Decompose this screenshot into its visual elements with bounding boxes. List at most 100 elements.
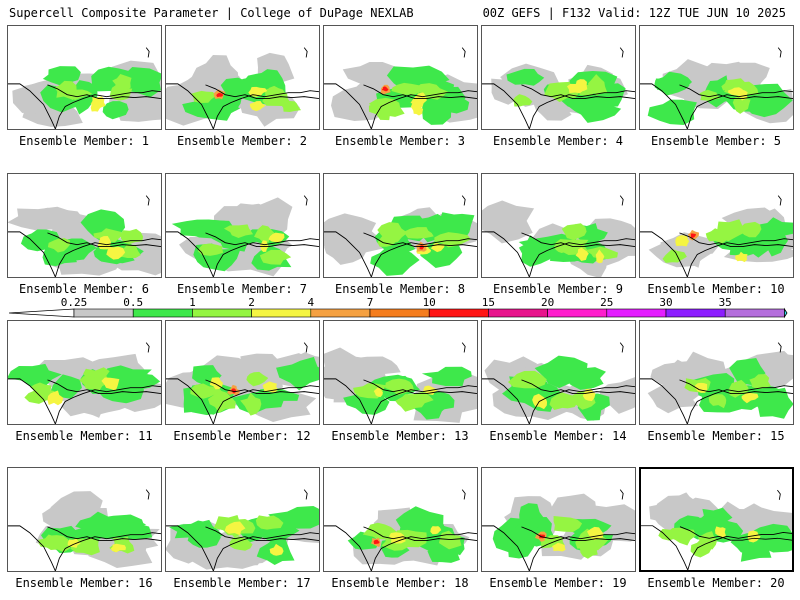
scp-contour-grey [649,492,702,534]
scp-contour-green [42,66,81,86]
scp-contour-lime [368,99,394,121]
ensemble-panel-map[interactable] [7,173,162,278]
coastline [324,83,477,129]
scp-contour-green [748,523,792,553]
scp-contour-green [567,94,622,123]
scp-contour-yellow [715,526,726,539]
lake-outline [303,489,308,500]
scp-contour-lime [240,392,262,416]
scale-color-bin [665,308,726,318]
scp-contour-yellow [268,232,285,243]
scp-contour-lime [229,536,253,551]
border-line [363,526,477,542]
scp-field-map [8,489,161,571]
ensemble-panel-map[interactable] [7,25,162,130]
scp-contour-yellow [582,388,596,402]
scp-contour-grey [748,353,793,382]
coastline [166,83,319,129]
coastline [324,525,477,571]
scp-contour-grey [324,347,374,389]
ensemble-panel-map[interactable] [481,25,636,130]
ensemble-panel-map[interactable] [323,320,478,425]
lake-outline [619,195,624,206]
ensemble-panel-map[interactable] [165,467,320,572]
scale-low-arrow [9,308,75,318]
scp-contour-lime [259,249,292,265]
border-line [47,84,161,100]
scp-contour-yellow [97,235,112,250]
ensemble-member-label: Ensemble Member: 3 [334,134,466,148]
scp-contour-lime [580,542,599,559]
scp-contour-yellow [106,246,126,260]
run-info: 00Z GEFS | F132 Valid: 12Z TUE JUN 10 20… [482,6,786,20]
scale-tick-label: 30 [659,296,673,309]
ensemble-panel-map[interactable] [481,467,636,572]
scp-contour-lime [190,383,222,399]
lake-outline [145,489,150,500]
scp-contour-red [381,86,389,92]
scp-field-map [8,195,161,277]
scp-contour-yellow [728,87,744,96]
ensemble-panel-map[interactable] [639,173,794,278]
scp-field-map [640,342,793,424]
scale-tick-label: 35 [718,296,732,309]
ensemble-panel-map[interactable] [481,173,636,278]
lake-outline [619,489,624,500]
scale-high-arrow [784,307,788,319]
scp-contour-lime [401,391,434,409]
scp-contour-green [751,387,793,419]
ensemble-panel-map[interactable] [165,25,320,130]
ensemble-panel-map[interactable] [639,467,794,572]
scp-contour-green [347,531,379,550]
scp-field-map [640,47,793,129]
scp-contour-green [434,212,475,241]
scp-contour-lime [716,219,750,242]
scale-color-bin [369,308,430,318]
border-line [47,379,161,395]
scp-field-map [166,489,319,571]
border-line [47,232,161,248]
scp-field-map [8,342,161,424]
color-scale-svg [9,307,788,319]
ensemble-panel-map[interactable] [7,467,162,572]
scp-contour-lime [662,248,687,263]
scale-color-bin [488,308,548,318]
scp-contour-yellow [675,235,690,247]
scp-contour-lime [732,95,751,114]
scp-contour-red [231,388,237,394]
scp-contour-green [557,367,606,390]
scp-field-map [482,47,635,129]
ensemble-member-label: Ensemble Member: 2 [176,134,308,148]
scp-field-map [324,47,477,129]
ensemble-member-label: Ensemble Member: 17 [173,576,311,590]
ensemble-panel-map[interactable] [323,467,478,572]
ensemble-panel-map[interactable] [323,25,478,130]
color-scale-bar: 0.25 0.5 1 2 4 7 10 15 20 25 30 35 [9,296,789,320]
ensemble-panel-map[interactable] [481,320,636,425]
ensemble-panel-map[interactable] [639,25,794,130]
ensemble-panel-map[interactable] [7,320,162,425]
ensemble-member-label: Ensemble Member: 16 [15,576,153,590]
ensemble-member-label: Ensemble Member: 12 [173,429,311,443]
ensemble-panel-map[interactable] [639,320,794,425]
scp-contour-yellow [373,387,383,398]
lake-outline [145,47,150,58]
border-line [679,84,793,100]
scp-contour-green [420,240,463,268]
scp-contour-yellow [101,377,120,391]
lake-outline [619,342,624,353]
scp-contour-lime [112,73,132,92]
scp-contour-grey [18,207,84,233]
ensemble-panel-map[interactable] [323,173,478,278]
ensemble-panel-map[interactable] [165,320,320,425]
coastline [641,525,792,570]
scp-field-map [641,489,792,570]
scp-field-map [324,342,477,424]
scale-color-bin [73,308,134,318]
scp-contour-lime [553,515,583,532]
scale-color-bin [606,308,667,318]
scale-color-bin [428,308,489,318]
ensemble-panel-map[interactable] [165,173,320,278]
border-line [205,379,319,395]
lake-outline [303,195,308,206]
